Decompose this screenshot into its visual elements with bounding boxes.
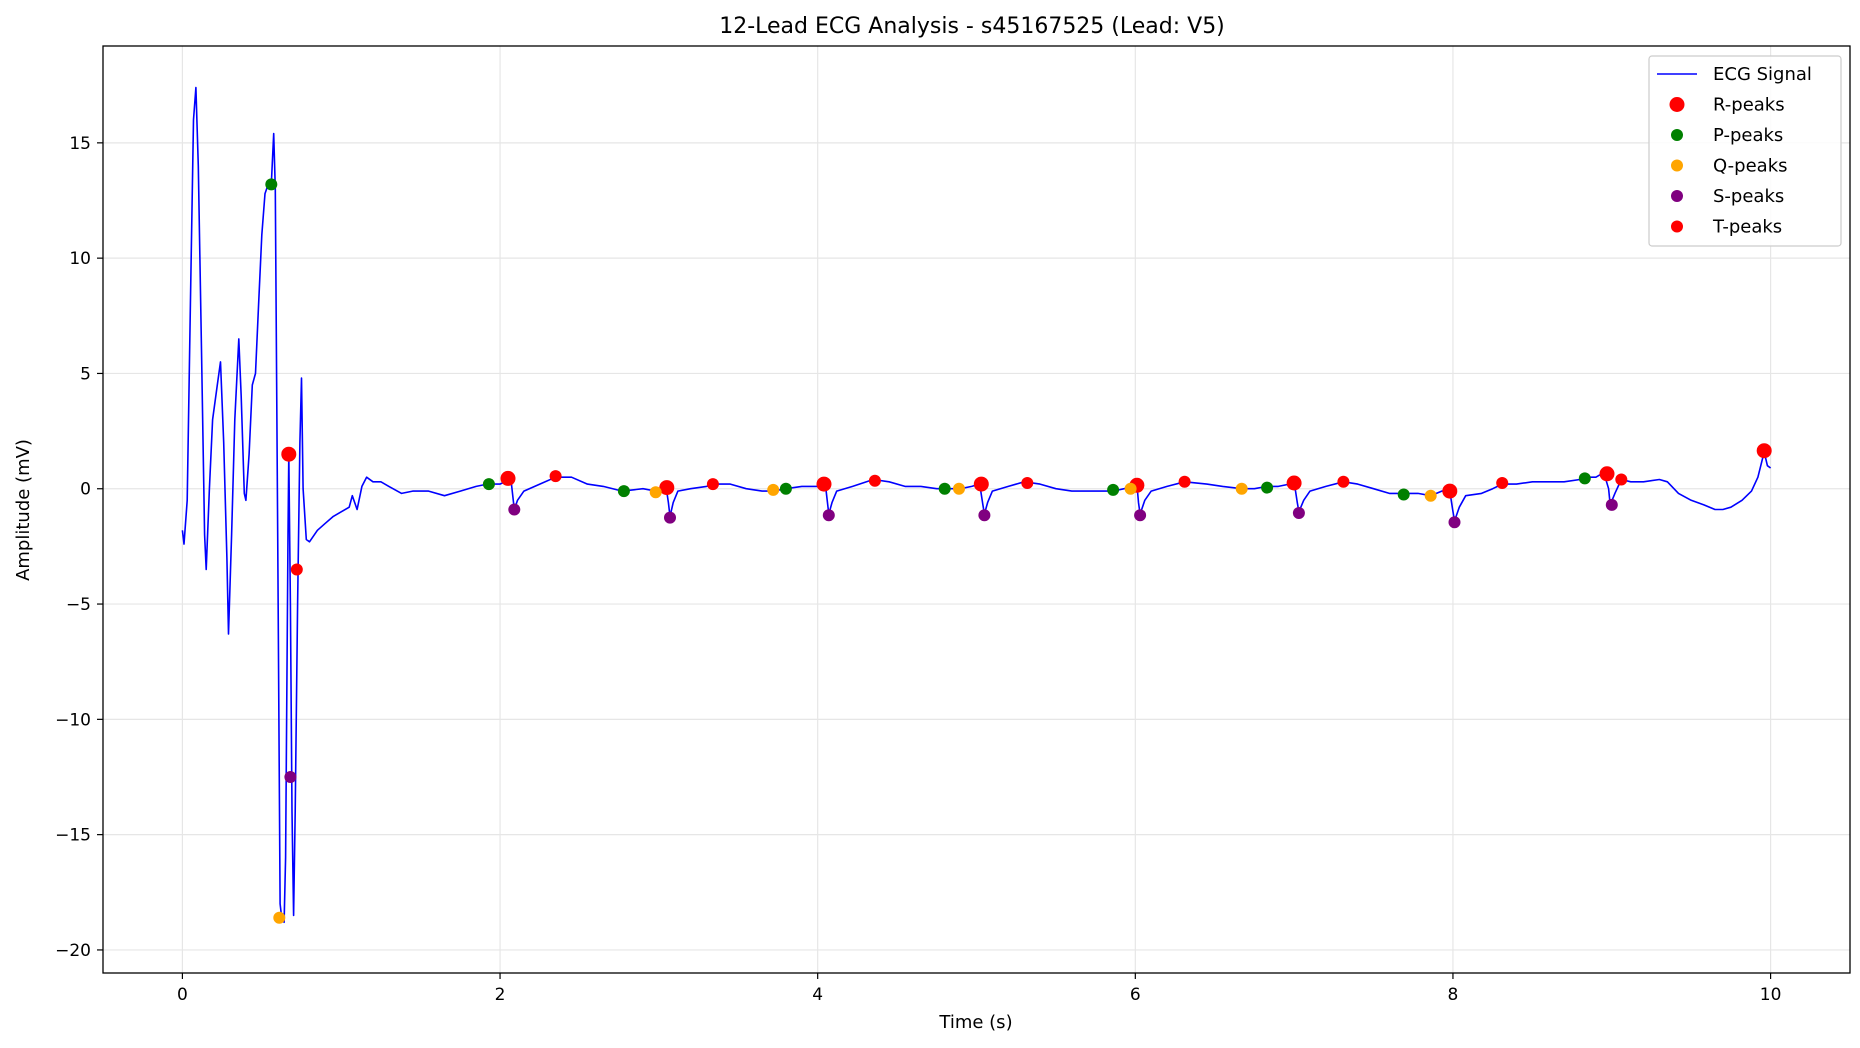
legend-swatch-r-peaks (1669, 97, 1685, 112)
t-peak-marker (290, 563, 303, 576)
r-peak-marker (1286, 475, 1302, 491)
x-axis-label: Time (s) (938, 1012, 1012, 1033)
plot-area (181, 86, 1772, 924)
p-peak-marker (482, 478, 495, 491)
y-tick-label: −15 (55, 826, 91, 846)
axis-ticks: 0 2 4 6 8 10 15 10 5 0 −5 −10 −15 −20 (55, 134, 1781, 1005)
s-peak-marker (664, 511, 676, 524)
x-tick-label: 10 (1760, 985, 1782, 1005)
r-peak-marker (1442, 483, 1458, 499)
p-peak-marker (1578, 472, 1591, 485)
legend-swatch-t-peaks (1671, 220, 1683, 233)
r-peak-marker (500, 470, 516, 486)
q-peak-marker (1235, 482, 1248, 495)
y-axis-label: Amplitude (mV) (13, 439, 34, 581)
r-peak-marker (1599, 466, 1615, 482)
legend-label-t-peaks: T-peaks (1712, 217, 1782, 238)
legend-label-p-peaks: P-peaks (1713, 125, 1783, 146)
y-tick-label: −20 (55, 941, 91, 961)
y-tick-label: −5 (66, 595, 91, 615)
s-peak-marker (1605, 498, 1618, 511)
q-peak-marker (1424, 489, 1437, 502)
p-peak-marker (779, 482, 792, 495)
q-peak-marker (1124, 482, 1137, 495)
chart-title: 12-Lead ECG Analysis - s45167525 (Lead: … (719, 14, 1225, 39)
t-peak-marker (549, 470, 562, 483)
legend-swatch-s-peaks (1671, 190, 1683, 202)
r-peak-marker (281, 446, 297, 462)
s-peak-marker (822, 509, 835, 522)
r-peak-marker (1756, 443, 1772, 459)
s-peak-marker (1448, 516, 1461, 529)
p-peak-marker (617, 485, 630, 498)
p-peak-marker (265, 178, 278, 191)
p-peak-marker (1261, 481, 1274, 494)
y-tick-label: −10 (55, 710, 91, 730)
legend-box (1648, 55, 1842, 247)
t-peak-marker (868, 474, 881, 487)
s-peak-marker (508, 503, 521, 516)
legend-swatch-q-peaks (1671, 159, 1683, 172)
x-tick-label: 8 (1448, 985, 1459, 1005)
legend-label-r-peaks: R-peaks (1713, 95, 1785, 116)
legend-swatch-p-peaks (1671, 129, 1683, 141)
t-peak-marker (1021, 477, 1034, 489)
x-tick-label: 0 (177, 985, 188, 1005)
legend-label-s-peaks: S-peaks (1713, 186, 1784, 207)
q-peak-marker (649, 486, 662, 499)
q-peak-marker (273, 911, 286, 924)
legend: ECG Signal R-peaks P-peaks Q-peaks S-peaks T-… (1648, 55, 1842, 247)
axes-frame (102, 45, 1851, 974)
r-peak-marker (973, 476, 989, 492)
t-peak-marker (1496, 477, 1509, 489)
r-peak-marker (659, 480, 675, 496)
s-peak-marker (284, 771, 297, 783)
x-tick-label: 2 (495, 985, 506, 1005)
r-peak-marker (816, 476, 832, 492)
x-tick-label: 6 (1130, 985, 1141, 1005)
y-tick-label: 5 (80, 364, 91, 384)
legend-label-ecg-signal: ECG Signal (1713, 64, 1812, 85)
legend-label-q-peaks: Q-peaks (1713, 156, 1788, 177)
y-tick-label: 15 (69, 134, 91, 154)
t-peak-marker (1337, 475, 1350, 488)
s-peak-marker (1292, 507, 1305, 519)
t-peak-marker (1178, 475, 1191, 488)
s-peak-marker (1134, 509, 1147, 522)
x-tick-label: 4 (812, 985, 823, 1005)
q-peak-marker (767, 483, 780, 496)
y-tick-label: 10 (69, 249, 91, 269)
p-peak-marker (1397, 488, 1410, 501)
t-peak-marker (1615, 473, 1628, 486)
s-peak-marker (978, 509, 991, 522)
t-peak-marker (706, 478, 719, 491)
q-peak-marker (953, 482, 965, 495)
p-peak-marker (1107, 483, 1120, 496)
p-peak-marker (938, 482, 951, 495)
y-tick-label: 0 (80, 480, 91, 500)
